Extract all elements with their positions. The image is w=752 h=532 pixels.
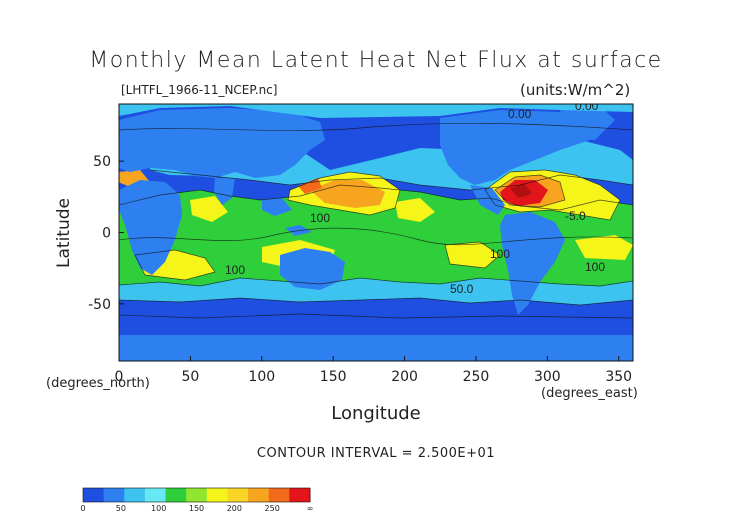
colorbar-swatch: [144, 488, 167, 502]
land-greenland: [560, 106, 615, 140]
contour-line: [149, 169, 633, 191]
contour-label: 50.0: [450, 282, 474, 296]
contour-line: [119, 227, 633, 246]
colorbar-swatch: [103, 488, 125, 502]
colorbar-label: 200: [227, 504, 242, 513]
land-central-america: [470, 185, 505, 215]
y-tick-label: -50: [88, 297, 111, 313]
contour-interval-label: CONTOUR INTERVAL = 2.500E+01: [256, 446, 496, 461]
contour-label: 100: [490, 247, 510, 261]
colorbar-swatch: [83, 488, 105, 502]
x-tick-label: 150: [320, 369, 347, 385]
colorbar-swatch: [289, 488, 311, 502]
contour-label: 100: [225, 263, 245, 277]
colorbar-label: ∞: [307, 504, 314, 513]
contour-label: -5.0: [565, 209, 586, 223]
x-tick-label: 200: [391, 369, 418, 385]
file-name-label: [LHTFL_1966-11_NCEP.nc]: [121, 83, 278, 97]
contour-line: [287, 171, 401, 216]
colorbar-label: 50: [116, 504, 126, 513]
x-tick-label: 0: [115, 369, 124, 385]
x-axis-ticks: 0 50 100 150 200 250 300 350: [115, 356, 632, 385]
land-north-america: [440, 110, 600, 185]
colorbar-swatch: [165, 488, 187, 502]
colorbar: 0 50 100 150 200 250 ∞: [80, 487, 314, 513]
indian-ocean-yellow: [190, 196, 228, 222]
contour-line: [119, 184, 633, 211]
colorbar-label: 100: [151, 504, 166, 513]
contour-line: [134, 249, 216, 281]
contour-line: [119, 277, 633, 287]
colorbar-swatch: [124, 488, 146, 502]
contour-label: 100: [310, 211, 330, 225]
y-tick-label: 0: [102, 226, 111, 242]
y-axis-ticks: 50 0 -50: [88, 154, 124, 313]
colorbar-label: 150: [189, 504, 204, 513]
contour-line: [119, 122, 633, 131]
colorbar-swatch: [206, 488, 228, 502]
x-tick-label: 300: [534, 369, 561, 385]
tropical-yellow-patch-4: [575, 235, 633, 260]
land-australia: [280, 248, 345, 290]
x-tick-label: 100: [248, 369, 275, 385]
colorbar-swatch: [186, 488, 208, 502]
contour-line: [494, 174, 566, 208]
contour-lines: [119, 122, 633, 319]
colorbar-swatch: [248, 488, 270, 502]
colorbar-frame: [82, 487, 311, 503]
land-india: [214, 178, 235, 205]
tropical-yellow-patch-5: [395, 198, 435, 222]
x-axis-units: (degrees_east): [541, 386, 638, 401]
colorbar-label: 250: [265, 504, 280, 513]
map-title: Monthly Mean Latent Heat Net Flux at sur…: [89, 48, 663, 73]
land-se-asia: [262, 198, 292, 216]
y-tick-label: 50: [93, 154, 111, 170]
colorbar-swatch: [268, 488, 290, 502]
arctic-strip: [119, 104, 633, 118]
land-south-america: [500, 212, 565, 315]
x-axis-label: Longitude: [331, 403, 421, 424]
contour-line: [119, 297, 633, 306]
colorbar-swatch: [227, 488, 249, 502]
tropical-yellow-patch-3: [445, 242, 500, 268]
contour-line: [119, 313, 633, 319]
y-axis-units: (degrees_north): [46, 376, 150, 391]
units-label: (units:W/m^2): [520, 81, 631, 99]
x-tick-label: 350: [605, 369, 632, 385]
gulfstream-darkred: [510, 184, 532, 198]
x-tick-label: 50: [181, 369, 199, 385]
contour-label: 0.00: [508, 107, 532, 121]
x-tick-label: 250: [463, 369, 490, 385]
contour-line: [444, 241, 501, 269]
colorbar-label: 0: [80, 504, 85, 513]
contour-label: 0.00: [575, 99, 599, 113]
tropical-green-band: [119, 185, 633, 290]
contour-label: 100: [585, 260, 605, 274]
contour-line: [484, 169, 621, 221]
map-field: 100 100 100 100 50.0 -5.0 0.00 0.00: [119, 99, 633, 361]
land-eurasia: [119, 108, 325, 178]
land-antarctica: [119, 335, 633, 361]
